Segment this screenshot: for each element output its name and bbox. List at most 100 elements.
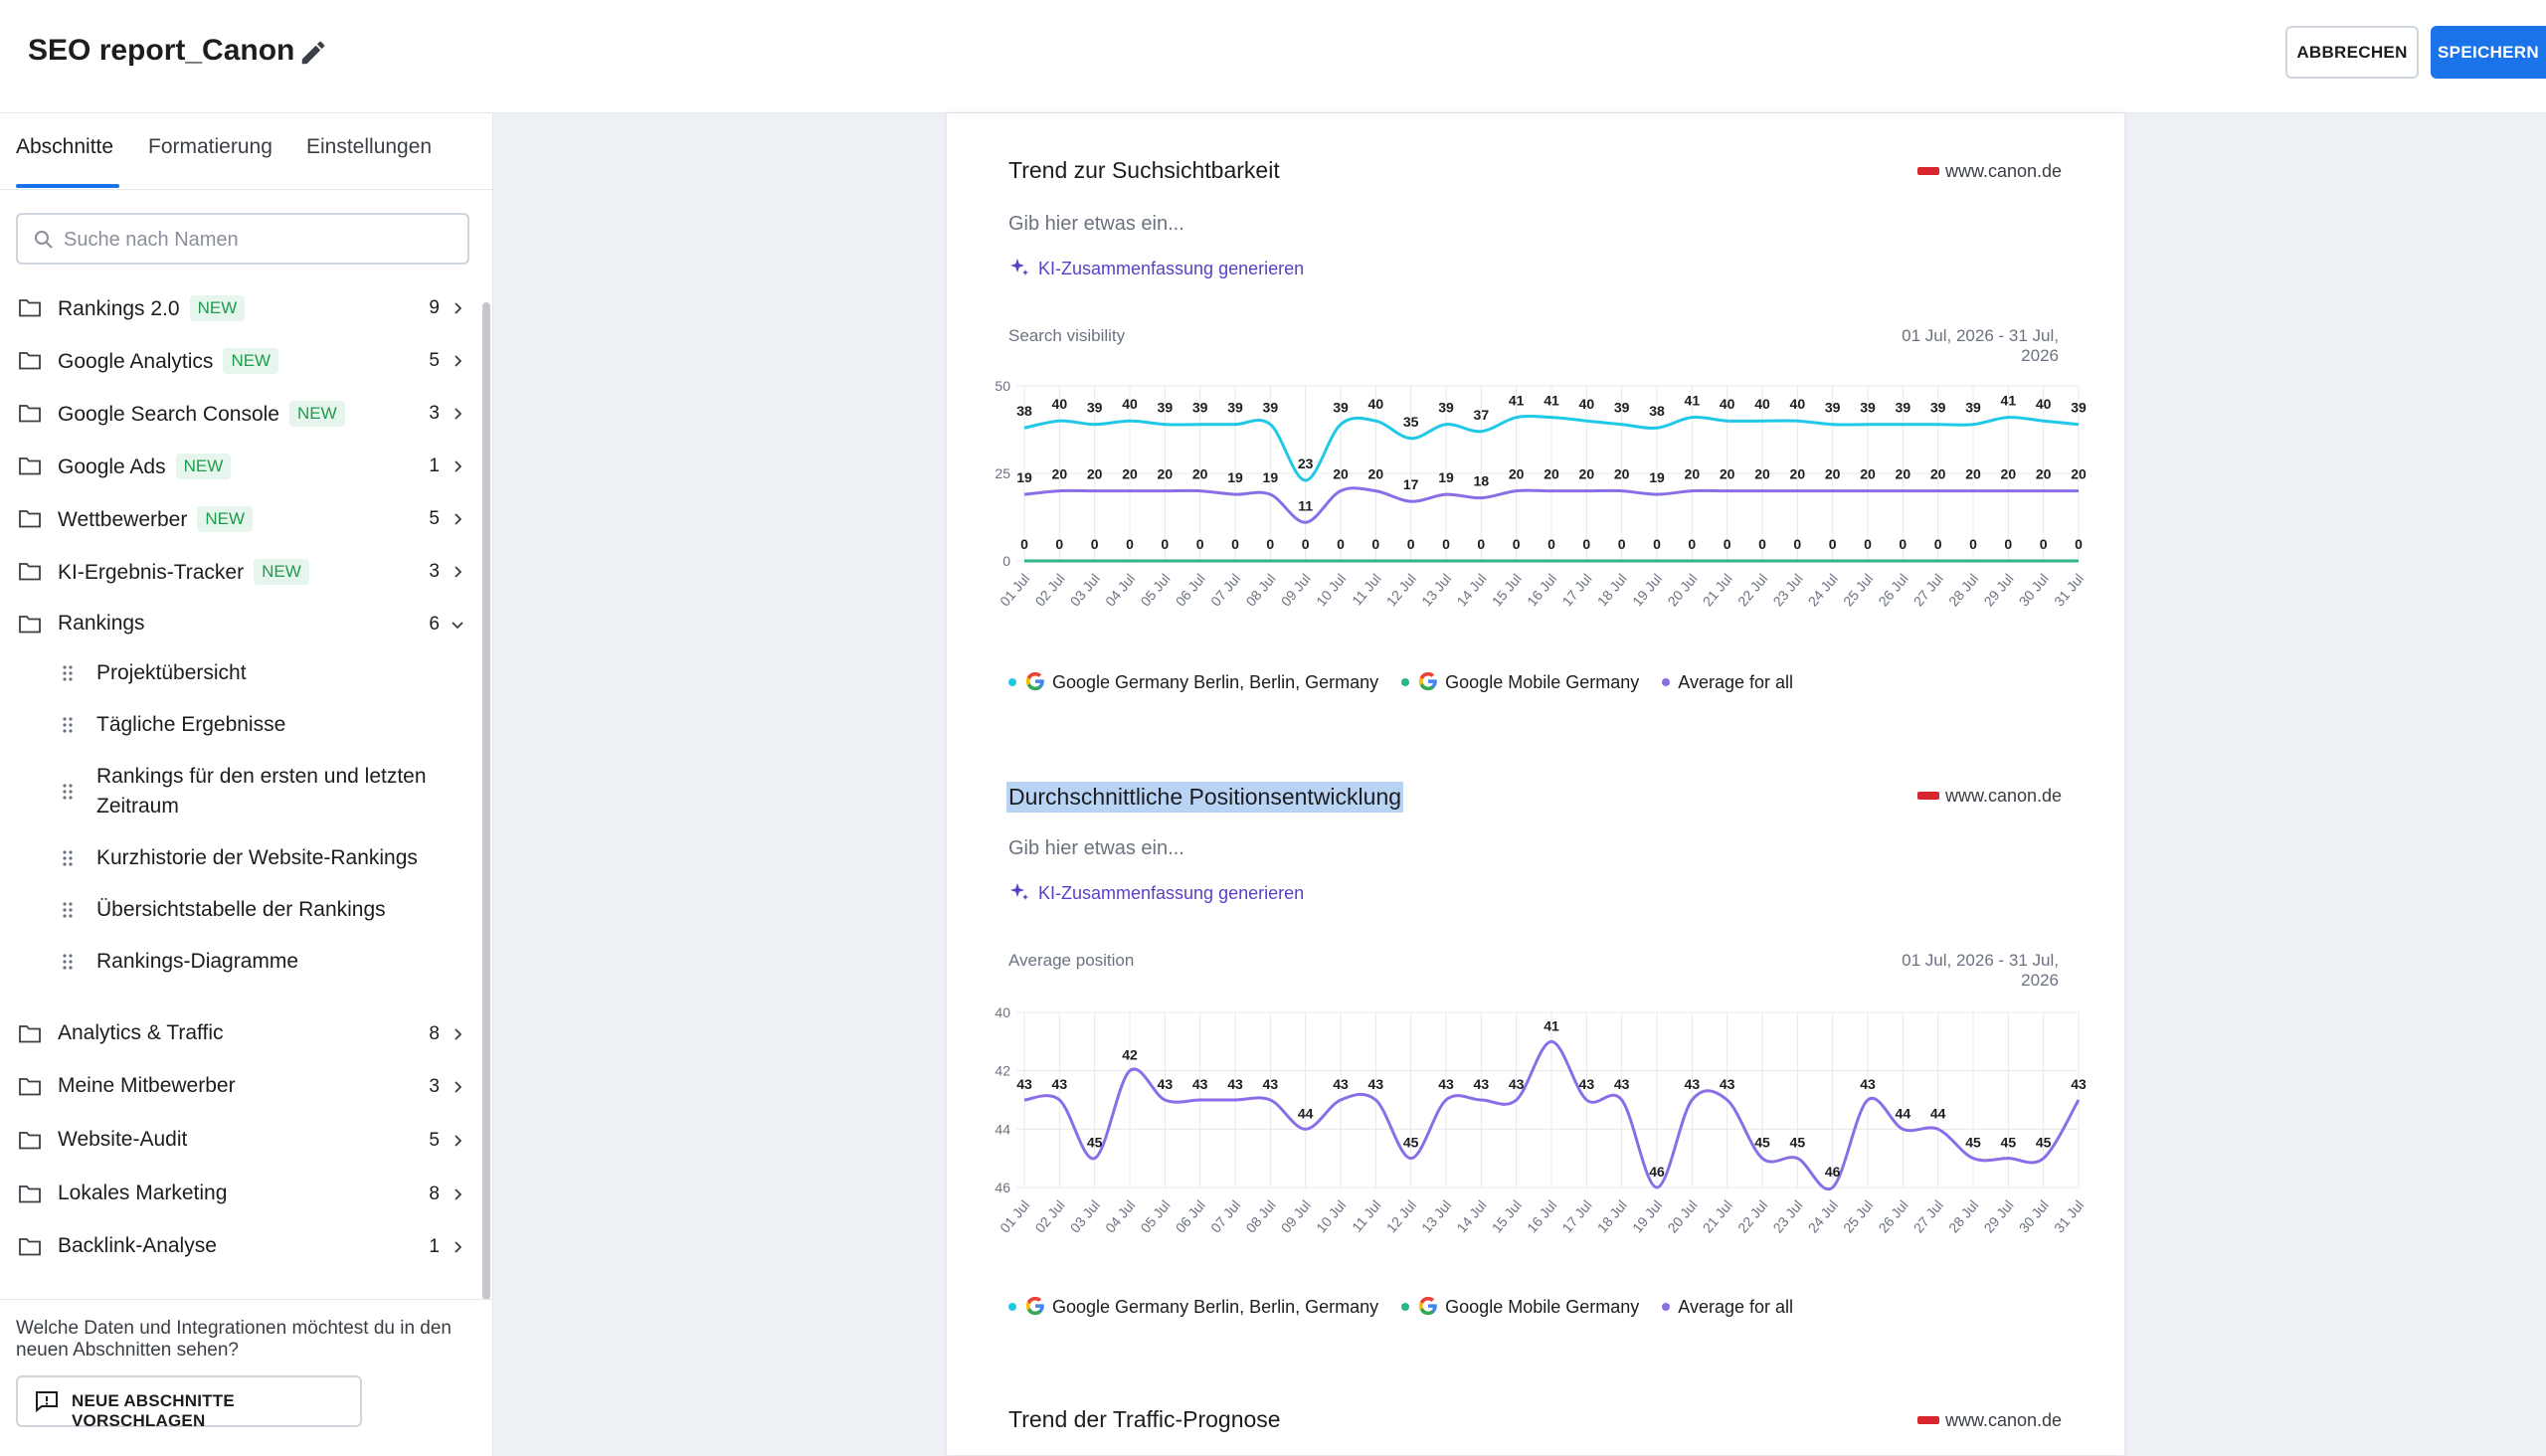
x-tick-label: 25 Jul xyxy=(1840,1197,1876,1236)
report-title: SEO report_Canon xyxy=(28,34,295,67)
legend-dot xyxy=(1662,1303,1671,1311)
data-label: 39 xyxy=(1158,400,1174,416)
drag-handle-icon[interactable] xyxy=(62,664,74,682)
x-tick-label: 22 Jul xyxy=(1734,1197,1770,1236)
chevron-right-icon xyxy=(455,460,462,472)
section-item-google-analytics[interactable]: Google Analytics NEW 5 xyxy=(0,335,477,388)
data-label: 44 xyxy=(1896,1105,1911,1121)
data-label: 41 xyxy=(1509,393,1525,409)
edit-pencil-icon[interactable] xyxy=(298,38,328,68)
x-tick-label: 12 Jul xyxy=(1383,1197,1419,1236)
section-item-rankings[interactable]: Rankings 6 xyxy=(0,599,477,651)
suggest-sections-button[interactable]: NEUE ABSCHNITTE VORSCHLAGEN xyxy=(16,1375,362,1430)
new-badge: NEW xyxy=(197,506,254,532)
section-item-google-search-console[interactable]: Google Search Console NEW 3 xyxy=(0,388,477,441)
data-label: 0 xyxy=(1477,536,1485,552)
legend-item-mobile[interactable]: Google Mobile Germany xyxy=(1401,670,1639,693)
data-label: 43 xyxy=(1368,1076,1384,1092)
save-button[interactable]: SPEICHERN xyxy=(2431,26,2546,79)
folder-icon xyxy=(19,1238,41,1256)
drag-handle-icon[interactable] xyxy=(62,783,74,801)
legend-item-berlin[interactable]: Google Germany Berlin, Berlin, Germany xyxy=(1008,670,1378,693)
y-tick-label: 42 xyxy=(995,1063,1010,1079)
tab-formatting[interactable]: Formatierung xyxy=(148,135,273,158)
section-item-count: 3 xyxy=(429,1076,440,1097)
section-item-ai-results-tracker[interactable]: KI-Ergebnis-Tracker NEW 3 xyxy=(0,546,477,599)
legend-item-average[interactable]: Average for all xyxy=(1662,1297,1793,1318)
section-title[interactable]: Durchschnittliche Positionsentwicklung xyxy=(1006,782,1404,813)
chevron-right-icon xyxy=(455,513,462,525)
google-icon xyxy=(1418,1296,1437,1316)
x-tick-label: 06 Jul xyxy=(1173,571,1208,610)
section-item-competitors[interactable]: Wettbewerber NEW 5 xyxy=(0,493,477,546)
data-label: 0 xyxy=(1126,536,1134,552)
x-tick-label: 08 Jul xyxy=(1242,571,1278,610)
new-badge: NEW xyxy=(254,559,309,585)
section-item-label: Rankings 2.0 xyxy=(58,297,180,320)
summary-input[interactable]: Gib hier etwas ein... xyxy=(1008,837,1184,859)
domain-label: www.canon.de xyxy=(1917,1410,2062,1431)
canon-logo-icon xyxy=(1917,792,1939,800)
x-tick-label: 26 Jul xyxy=(1875,571,1910,610)
x-tick-label: 21 Jul xyxy=(1700,571,1735,610)
section-item-local-marketing[interactable]: Lokales Marketing 8 xyxy=(0,1169,477,1221)
summary-input[interactable]: Gib hier etwas ein... xyxy=(1008,213,1184,235)
ai-summary-link[interactable]: KI-Zusammenfassung generieren xyxy=(1008,881,1304,904)
drag-handle-icon[interactable] xyxy=(62,849,74,867)
data-label: 41 xyxy=(1685,393,1701,409)
section-item-analytics-traffic[interactable]: Analytics & Traffic 8 xyxy=(0,1008,477,1061)
data-label: 20 xyxy=(1614,466,1630,482)
canon-logo-icon xyxy=(1917,1416,1939,1424)
drag-handle-icon[interactable] xyxy=(62,953,74,971)
x-tick-label: 20 Jul xyxy=(1664,571,1700,610)
section-title[interactable]: Trend zur Suchsichtbarkeit xyxy=(1008,157,1280,183)
data-label: 0 xyxy=(1302,536,1310,552)
x-tick-label: 22 Jul xyxy=(1734,571,1770,610)
section-item-label: Lokales Marketing xyxy=(58,1182,228,1204)
drag-handle-icon[interactable] xyxy=(62,901,74,919)
legend-dot xyxy=(1401,678,1410,686)
drag-handle-icon[interactable] xyxy=(62,716,74,734)
data-label: 0 xyxy=(1758,536,1766,552)
x-tick-label: 10 Jul xyxy=(1313,571,1349,610)
section-item-count: 1 xyxy=(429,1236,440,1257)
folder-icon xyxy=(19,1132,41,1150)
suggest-panel: Welche Daten und Integrationen möchtest … xyxy=(0,1299,492,1456)
section-item-count: 8 xyxy=(429,1023,440,1044)
data-label: 42 xyxy=(1122,1047,1138,1063)
series-line xyxy=(1023,1039,2081,1191)
section-title[interactable]: Trend der Traffic-Prognose xyxy=(1008,1406,1281,1432)
feedback-icon xyxy=(36,1391,58,1413)
search-input[interactable] xyxy=(62,223,454,257)
section-item-my-competitors[interactable]: Meine Mitbewerber 3 xyxy=(0,1061,477,1114)
legend-item-berlin[interactable]: Google Germany Berlin, Berlin, Germany xyxy=(1008,1295,1378,1318)
section-item-google-ads[interactable]: Google Ads NEW 1 xyxy=(0,441,477,493)
subsection-label: Kurzhistorie der Website-Rankings xyxy=(96,846,418,869)
data-label: 39 xyxy=(1860,400,1876,416)
data-label: 0 xyxy=(1091,536,1099,552)
section-item-website-audit[interactable]: Website-Audit 5 xyxy=(0,1115,477,1168)
data-label: 39 xyxy=(2071,400,2087,416)
chart-label: Average position xyxy=(1008,951,1135,970)
legend-item-average[interactable]: Average for all xyxy=(1662,672,1793,693)
data-label: 0 xyxy=(1618,536,1626,552)
x-tick-label: 04 Jul xyxy=(1102,571,1138,610)
series-line xyxy=(1023,414,2080,482)
x-tick-label: 29 Jul xyxy=(1980,1197,2016,1236)
tab-settings[interactable]: Einstellungen xyxy=(306,135,433,158)
chevron-right-icon xyxy=(455,1081,462,1093)
data-label: 20 xyxy=(1579,466,1595,482)
x-tick-label: 06 Jul xyxy=(1173,1197,1208,1236)
section-item-backlink-analysis[interactable]: Backlink-Analyse 1 xyxy=(0,1221,477,1274)
cancel-button[interactable]: ABBRECHEN xyxy=(2285,26,2419,79)
section-item-rankings-2[interactable]: Rankings 2.0 NEW 9 xyxy=(0,282,477,335)
sidebar-scrollbar[interactable] xyxy=(482,302,490,1300)
legend-dot xyxy=(1662,678,1671,686)
data-label: 0 xyxy=(1653,536,1661,552)
ai-summary-link[interactable]: KI-Zusammenfassung generieren xyxy=(1008,257,1304,279)
x-tick-label: 03 Jul xyxy=(1067,571,1103,610)
data-label: 43 xyxy=(1685,1076,1701,1092)
tab-sections[interactable]: Abschnitte xyxy=(16,135,114,158)
x-tick-label: 01 Jul xyxy=(997,1197,1032,1236)
legend-item-mobile[interactable]: Google Mobile Germany xyxy=(1401,1295,1639,1318)
